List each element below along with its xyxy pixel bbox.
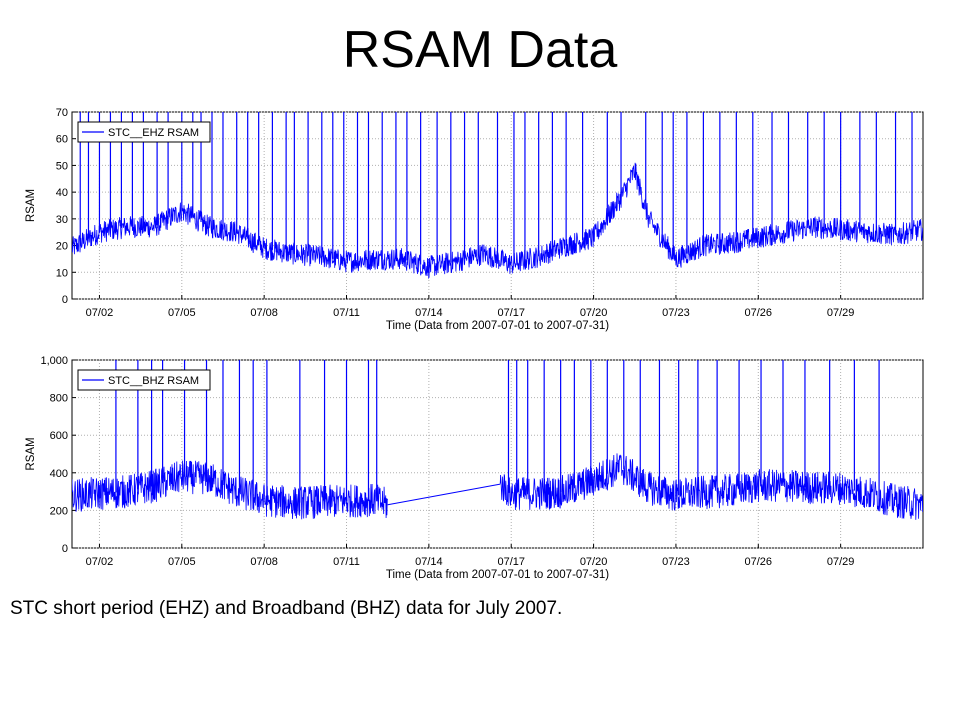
data-layer — [72, 360, 923, 520]
y-axis-label: RSAM — [25, 189, 37, 222]
y-tick-label: 200 — [50, 505, 68, 517]
x-axis-label: Time (Data from 2007-07-01 to 2007-07-31… — [386, 320, 609, 332]
x-tick-label: 07/23 — [662, 556, 690, 568]
y-tick-label: 20 — [56, 241, 68, 253]
y-tick-label: 0 — [62, 543, 68, 555]
legend-label: STC__EHZ RSAM — [108, 127, 199, 139]
y-axis-label: RSAM — [25, 437, 37, 470]
x-tick-label: 07/29 — [827, 556, 855, 568]
x-tick-label: 07/17 — [497, 556, 525, 568]
x-tick-label: 07/17 — [497, 307, 525, 319]
y-tick-label: 40 — [56, 187, 68, 199]
y-tick-label: 10 — [56, 267, 68, 279]
x-tick-label: 07/08 — [250, 556, 278, 568]
series-trace — [72, 162, 923, 280]
x-tick-label: 07/11 — [333, 307, 360, 319]
x-tick-label: 07/29 — [827, 307, 855, 319]
plot-area — [71, 359, 924, 549]
y-tick-label: 600 — [50, 430, 68, 442]
x-tick-label: 07/05 — [168, 556, 196, 568]
chart-1: STC__EHZ RSAM — [71, 111, 924, 300]
y-tick-label: 1,000 — [40, 355, 68, 367]
y-tick-label: 70 — [56, 107, 68, 119]
x-tick-label: 07/20 — [580, 556, 608, 568]
legend-label: STC__BHZ RSAM — [108, 375, 199, 387]
y-tick-label: 60 — [56, 134, 68, 146]
chart-2: STC__BHZ RSAM — [71, 359, 924, 549]
legend: STC__EHZ RSAM — [77, 121, 211, 143]
y-tick-label: 30 — [56, 214, 68, 226]
slide-title: RSAM Data — [342, 21, 618, 79]
x-tick-label: 07/05 — [168, 307, 196, 319]
x-tick-label: 07/20 — [580, 307, 608, 319]
x-tick-label: 07/02 — [86, 556, 114, 568]
x-tick-label: 07/26 — [745, 307, 773, 319]
caption: STC short period (EHZ) and Broadband (BH… — [10, 598, 563, 619]
x-tick-label: 07/11 — [333, 556, 360, 568]
x-tick-label: 07/23 — [662, 307, 690, 319]
x-tick-label: 07/14 — [415, 556, 443, 568]
y-tick-label: 0 — [62, 294, 68, 306]
x-tick-label: 07/02 — [86, 307, 114, 319]
legend: STC__BHZ RSAM — [77, 369, 211, 391]
y-tick-label: 800 — [50, 393, 68, 405]
x-tick-label: 07/14 — [415, 307, 443, 319]
y-tick-label: 400 — [50, 468, 68, 480]
series-trace — [72, 460, 389, 520]
legend-box — [77, 369, 211, 391]
series-trace — [499, 453, 923, 520]
x-tick-label: 07/26 — [745, 556, 773, 568]
legend-box — [77, 121, 211, 143]
x-tick-label: 07/08 — [250, 307, 278, 319]
y-tick-label: 50 — [56, 160, 68, 172]
data-gap-line — [387, 483, 501, 506]
data-layer — [72, 112, 923, 280]
x-axis-label: Time (Data from 2007-07-01 to 2007-07-31… — [386, 569, 609, 581]
